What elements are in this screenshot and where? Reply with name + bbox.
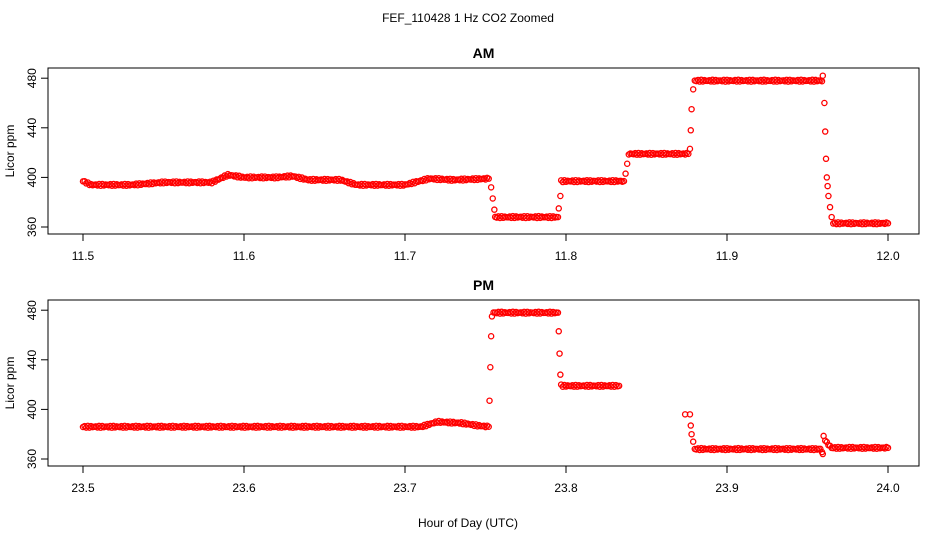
x-tick-label: 11.7 xyxy=(394,249,417,263)
data-point xyxy=(884,444,892,452)
data-point xyxy=(826,203,834,211)
data-point xyxy=(825,192,832,200)
data-point xyxy=(681,151,689,158)
x-tick-label: 11.9 xyxy=(716,249,739,263)
y-tick-label: 360 xyxy=(25,217,39,237)
y-tick-label: 400 xyxy=(25,399,39,419)
data-point xyxy=(482,176,489,183)
data-point xyxy=(489,195,496,202)
data-point xyxy=(620,177,628,185)
data-point xyxy=(819,72,827,79)
data-point xyxy=(482,423,489,431)
x-tick-label: 23.7 xyxy=(393,481,417,495)
data-point xyxy=(485,423,492,431)
data-point xyxy=(557,371,564,378)
panel-am: AM 11.5 11.6 11.7 11.8 11.9 12.0 360 400 440 480 Li… xyxy=(3,45,920,263)
data-point xyxy=(615,382,623,390)
data-point xyxy=(821,128,829,135)
panel-title: AM xyxy=(473,45,495,61)
data-point xyxy=(688,105,695,113)
x-tick-label: 24.0 xyxy=(876,481,900,495)
data-point xyxy=(486,397,493,404)
y-tick-label: 480 xyxy=(25,68,39,88)
data-point xyxy=(623,160,631,168)
plot-frame xyxy=(47,67,920,235)
panel-title: PM xyxy=(473,277,494,293)
data-point xyxy=(556,350,563,357)
data-series xyxy=(79,308,892,458)
data-point xyxy=(688,430,695,438)
y-tick-label: 440 xyxy=(25,349,39,369)
data-point xyxy=(687,422,695,429)
x-axis-title: Hour of Day (UTC) xyxy=(418,516,518,530)
data-point xyxy=(824,182,831,190)
x-tick-label: 23.5 xyxy=(71,481,95,495)
data-point xyxy=(687,127,695,134)
data-point xyxy=(622,170,629,177)
data-point xyxy=(817,445,824,453)
data-point xyxy=(819,450,827,458)
data-point xyxy=(555,328,563,335)
data-point xyxy=(487,184,495,191)
x-tick-label: 11.6 xyxy=(233,249,256,263)
data-series xyxy=(79,72,892,228)
figure-title: FEF_110428 1 Hz CO2 Zoomed xyxy=(382,11,554,25)
data-point xyxy=(881,220,889,228)
data-point xyxy=(491,206,498,213)
y-tick-label: 440 xyxy=(25,117,39,137)
y-tick-label: 400 xyxy=(25,167,39,187)
data-point xyxy=(881,445,889,452)
y-axis-title: Licor ppm xyxy=(3,125,17,178)
data-point xyxy=(884,220,892,227)
y-tick-label: 480 xyxy=(25,300,39,320)
x-tick-label: 12.0 xyxy=(876,249,900,263)
data-point xyxy=(554,213,562,221)
x-tick-label: 11.5 xyxy=(72,249,95,263)
data-point xyxy=(487,332,495,340)
data-point xyxy=(689,438,697,445)
data-point xyxy=(822,155,830,163)
x-tick-label: 11.8 xyxy=(555,249,578,263)
x-tick-label: 23.6 xyxy=(232,481,256,495)
data-point xyxy=(823,174,831,181)
plot-frame xyxy=(47,299,920,467)
data-point xyxy=(487,363,494,371)
x-tick-label: 23.8 xyxy=(554,481,578,495)
data-point xyxy=(828,213,835,221)
panel-pm: PM 23.5 23.6 23.7 23.8 23.9 24.0 360 400 440 480 Li… xyxy=(3,277,920,495)
y-tick-label: 360 xyxy=(25,449,39,469)
data-point xyxy=(557,192,564,200)
data-point xyxy=(823,438,831,446)
y-axis-title: Licor ppm xyxy=(3,357,17,410)
data-point xyxy=(686,145,694,153)
data-point xyxy=(485,175,492,182)
data-point xyxy=(554,309,562,316)
data-point xyxy=(555,205,563,212)
data-point xyxy=(821,437,829,444)
x-tick-label: 23.9 xyxy=(715,481,739,495)
data-point xyxy=(686,411,694,418)
data-point xyxy=(821,99,828,107)
data-point xyxy=(689,86,697,93)
